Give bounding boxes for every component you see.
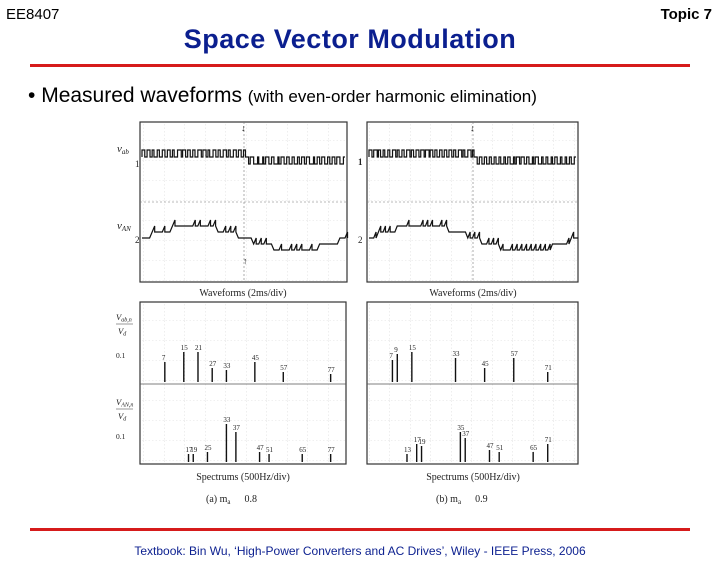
tick-01-bottom: 0.1 xyxy=(116,432,126,441)
svg-text:↓: ↓ xyxy=(241,123,246,133)
spec-den-top: Vd xyxy=(118,326,127,338)
spec-b-top-label-33: 33 xyxy=(453,350,461,358)
trace1-marker-a: 1 xyxy=(135,159,140,169)
van-trace-b xyxy=(369,219,579,252)
spec-a-top-label-45: 45 xyxy=(252,354,260,362)
svg-text:↑: ↑ xyxy=(243,256,248,266)
trace2-marker-b: 2 xyxy=(358,235,363,245)
spec-den-bottom: Vd xyxy=(118,411,127,423)
spec-a-bot-label-65: 65 xyxy=(299,446,307,454)
spec-b-top-label-45: 45 xyxy=(482,360,490,368)
bullet-point: • Measured waveforms (with even-order ha… xyxy=(28,84,537,108)
spectrum-caption-a: Spectrums (500Hz/div) xyxy=(196,472,290,483)
spec-label-vann: VAN,n xyxy=(116,397,133,409)
panel-a-label: (a) ma 0.8 xyxy=(206,494,257,506)
spec-b-top-label-71: 71 xyxy=(545,364,553,372)
footer-divider xyxy=(30,528,690,531)
vab-trace-a xyxy=(141,149,345,165)
spec-a-top-label-15: 15 xyxy=(181,344,189,352)
vab-trace-b xyxy=(368,149,576,165)
topic-label: Topic 7 xyxy=(660,6,712,23)
spec-a-bot-label-17: 17 xyxy=(186,446,194,454)
bullet-marker: • xyxy=(28,84,36,107)
spectrum-b-vab-bars xyxy=(391,352,549,382)
spec-b-bot-label-35: 35 xyxy=(457,424,465,432)
spec-b-bot-label-71: 71 xyxy=(545,436,553,444)
tick-01-top: 0.1 xyxy=(116,351,126,360)
spec-b-top-label-15: 15 xyxy=(409,344,417,352)
spec-b-bot-label-13: 13 xyxy=(404,446,412,454)
waveform-caption-b: Waveforms (2ms/div) xyxy=(429,288,516,299)
svg-text:↓: ↓ xyxy=(470,123,475,133)
spec-b-bot-label-17: 17 xyxy=(414,436,422,444)
spec-a-bot-label-77: 77 xyxy=(328,446,336,454)
spec-b-top-label-57: 57 xyxy=(511,350,519,358)
slide-title-text: Space Vector Modulation xyxy=(183,24,517,54)
spec-a-top-label-7: 7 xyxy=(162,354,166,362)
spec-label-vabn: Vab,n xyxy=(116,312,132,324)
course-code: EE8407 xyxy=(6,6,60,23)
spec-b-bot-label-51: 51 xyxy=(496,444,504,452)
trace1-marker-b: 1 xyxy=(358,157,363,167)
spectrum-b-van-bars xyxy=(406,432,549,462)
slide-title: Space Vector Modulation xyxy=(0,24,720,55)
spec-a-bot-label-25: 25 xyxy=(204,444,212,452)
spec-a-top-label-77: 77 xyxy=(328,366,336,374)
spec-b-bot-label-47: 47 xyxy=(486,442,494,450)
spec-a-top-label-21: 21 xyxy=(195,344,203,352)
spectrum-a-vab-bars xyxy=(164,352,332,382)
spec-a-bot-label-19: 19 xyxy=(190,446,198,454)
spec-a-bot-label-51: 51 xyxy=(266,446,274,454)
citation: Textbook: Bin Wu, ‘High-Power Converters… xyxy=(134,544,586,558)
spec-a-bot-label-37: 37 xyxy=(233,424,241,432)
trace-label-van: vAN xyxy=(117,220,131,233)
spec-b-top-label-7: 7 xyxy=(389,352,393,360)
spec-a-top-label-57: 57 xyxy=(280,364,288,372)
spec-a-top-label-27: 27 xyxy=(209,360,217,368)
spectrum-caption-b: Spectrums (500Hz/div) xyxy=(426,472,520,483)
trace-label-vab: vab xyxy=(117,143,129,156)
spec-b-bot-label-65: 65 xyxy=(530,444,538,452)
spectrum-a-van-bars xyxy=(187,424,332,462)
spec-b-bot-label-37: 37 xyxy=(462,430,470,438)
spec-a-top-label-33: 33 xyxy=(223,362,231,370)
title-divider xyxy=(30,64,690,67)
spec-a-bot-label-33: 33 xyxy=(223,416,231,424)
panel-b-label: (b) ma 0.9 xyxy=(436,494,488,506)
spec-a-bot-label-47: 47 xyxy=(257,444,265,452)
spec-b-top-label-9: 9 xyxy=(394,346,398,354)
waveform-panel-a: ↓ 1 2 ↑ xyxy=(135,121,349,283)
waveform-panel-b: ↓ 1 2 xyxy=(358,121,579,283)
waveform-caption-a: Waveforms (2ms/div) xyxy=(199,288,286,299)
van-trace-a xyxy=(142,219,349,251)
bullet-main-text: Measured waveforms xyxy=(41,84,242,107)
bullet-sub-text: (with even-order harmonic elimination) xyxy=(247,87,537,106)
trace2-marker-a: 2 xyxy=(135,235,140,245)
spec-b-bot-label-19: 19 xyxy=(419,438,427,446)
